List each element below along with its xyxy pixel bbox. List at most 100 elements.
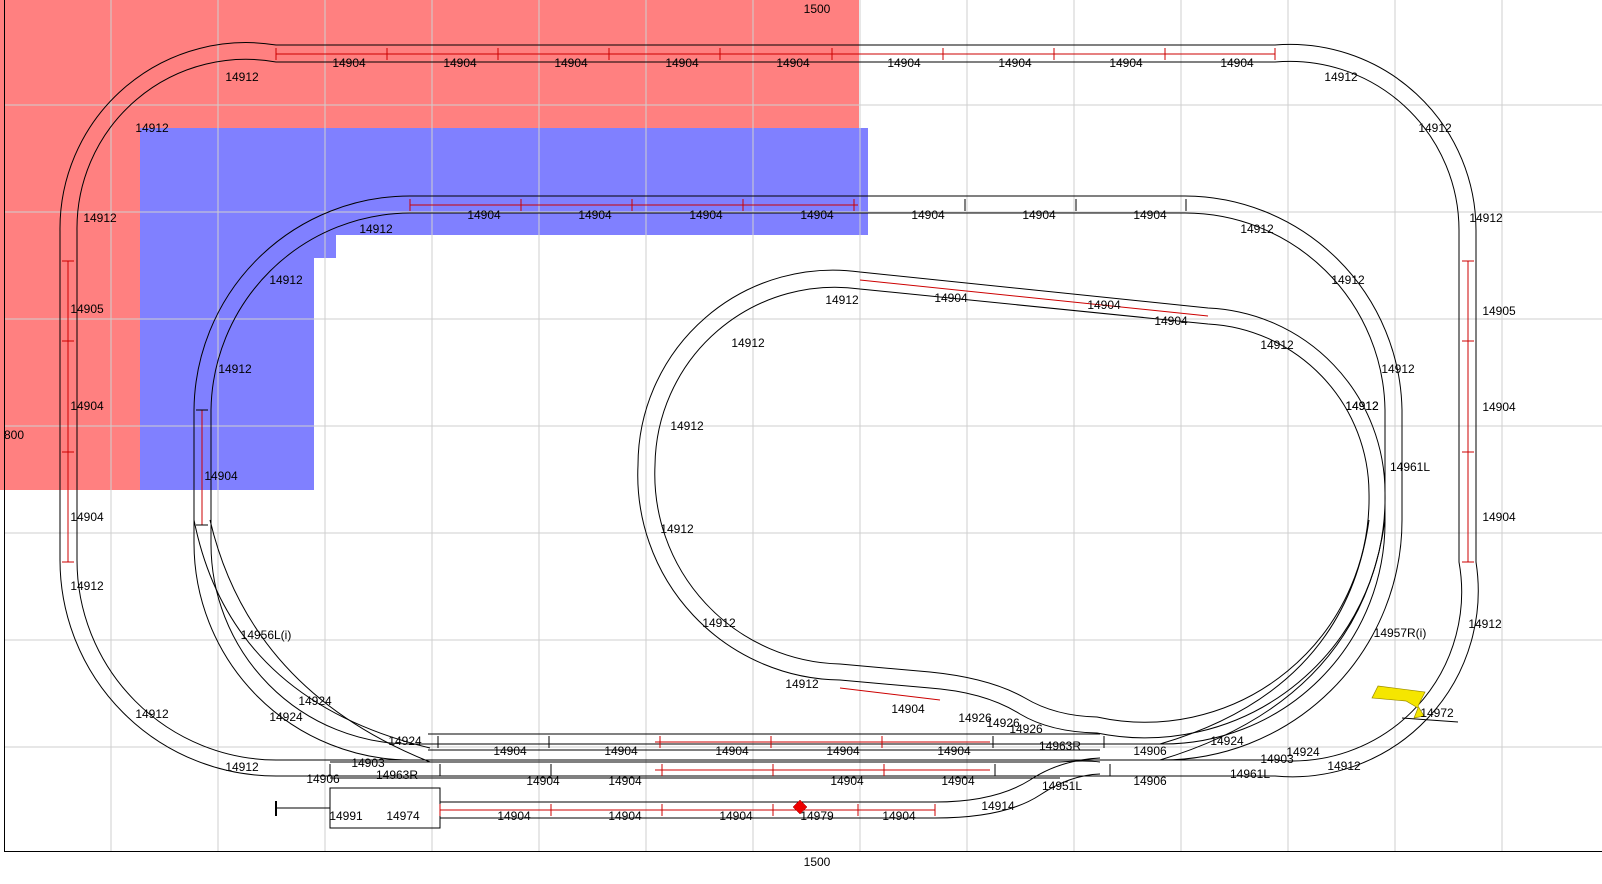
track-label: 14906 bbox=[306, 772, 340, 786]
yellow-lightning-marker[interactable] bbox=[1371, 685, 1426, 719]
height-label: 800 bbox=[4, 428, 24, 442]
track-label: 14956L(i) bbox=[241, 628, 292, 642]
track-label: 14904 bbox=[689, 208, 723, 222]
inner-loop-track[interactable] bbox=[637, 269, 1386, 739]
track-label: 14912 bbox=[785, 677, 819, 691]
track-label: 14926 bbox=[986, 716, 1020, 730]
joint-ticks bbox=[62, 48, 1474, 816]
track-label: 14904 bbox=[1022, 208, 1056, 222]
track-label: 14906 bbox=[1133, 774, 1167, 788]
track-label: 14991 bbox=[329, 809, 363, 823]
track-label: 14912 bbox=[825, 293, 859, 307]
track-label: 14904 bbox=[776, 56, 810, 70]
width-label-top: 1500 bbox=[804, 2, 831, 16]
track-label: 14912 bbox=[218, 362, 252, 376]
track-label: 14904 bbox=[719, 809, 753, 823]
track-label: 14904 bbox=[1109, 56, 1143, 70]
track-label: 14912 bbox=[702, 616, 736, 630]
track-label: 14924 bbox=[298, 694, 332, 708]
track-label: 14912 bbox=[135, 707, 169, 721]
track-label: 14912 bbox=[670, 419, 704, 433]
track-label: 14904 bbox=[493, 744, 527, 758]
track-label: 14904 bbox=[604, 744, 638, 758]
track-label: 14904 bbox=[887, 56, 921, 70]
track-label: 14904 bbox=[941, 774, 975, 788]
track-label: 14904 bbox=[882, 809, 916, 823]
track-label: 14904 bbox=[1482, 510, 1516, 524]
outer-loop-track[interactable] bbox=[59, 42, 1479, 778]
track-label: 14912 bbox=[70, 579, 104, 593]
track-label: 14903 bbox=[1260, 752, 1294, 766]
track-label: 14904 bbox=[526, 774, 560, 788]
track-label: 14904 bbox=[800, 208, 834, 222]
track-label: 14904 bbox=[467, 208, 501, 222]
track-label: 14904 bbox=[497, 809, 531, 823]
track-label: 14905 bbox=[70, 302, 104, 316]
track-label: 14912 bbox=[83, 211, 117, 225]
width-label-bottom: 1500 bbox=[804, 855, 831, 869]
red-diamond-marker[interactable] bbox=[792, 799, 808, 815]
track-label: 14906 bbox=[1133, 744, 1167, 758]
track-label: 14912 bbox=[1345, 399, 1379, 413]
track-label: 14951L bbox=[1042, 779, 1082, 793]
zone-layer bbox=[0, 0, 868, 490]
track-label: 14912 bbox=[1468, 617, 1502, 631]
track-labels: 14904 14904 14904 14904 14904 14904 1490… bbox=[70, 56, 1516, 823]
track-label: 14979 bbox=[800, 809, 834, 823]
track-label: 14904 bbox=[578, 208, 612, 222]
track-label: 14912 bbox=[1327, 759, 1361, 773]
track-label: 14904 bbox=[443, 56, 477, 70]
board-border bbox=[4, 0, 1602, 852]
blue-zone[interactable] bbox=[140, 128, 868, 490]
grid bbox=[4, 0, 1602, 851]
track-label: 14904 bbox=[608, 774, 642, 788]
track-label: 14912 bbox=[731, 336, 765, 350]
track-label: 14957R(i) bbox=[1374, 626, 1427, 640]
track-label: 14904 bbox=[1154, 314, 1188, 328]
track-label: 14912 bbox=[660, 522, 694, 536]
track-label: 14904 bbox=[1133, 208, 1167, 222]
track-label: 14912 bbox=[225, 70, 259, 84]
track-label: 14926 bbox=[1009, 722, 1043, 736]
track-label: 14912 bbox=[1324, 70, 1358, 84]
track-label: 14912 bbox=[135, 121, 169, 135]
track-label: 14912 bbox=[1260, 338, 1294, 352]
track-label: 14912 bbox=[1331, 273, 1365, 287]
track-label: 14904 bbox=[554, 56, 588, 70]
track-label: 14912 bbox=[1381, 362, 1415, 376]
track-label: 14912 bbox=[1240, 222, 1274, 236]
track-label: 14912 bbox=[1469, 211, 1503, 225]
track-label: 14912 bbox=[1418, 121, 1452, 135]
track-label: 14924 bbox=[269, 710, 303, 724]
track-label: 14924 bbox=[1286, 745, 1320, 759]
track-label: 14904 bbox=[998, 56, 1032, 70]
track-label: 14903 bbox=[351, 756, 385, 770]
track-label: 14961L bbox=[1390, 460, 1430, 474]
track-label: 14904 bbox=[332, 56, 366, 70]
track-label: 14904 bbox=[934, 291, 968, 305]
track-label: 14904 bbox=[826, 744, 860, 758]
track-label: 14912 bbox=[269, 273, 303, 287]
track-label: 14924 bbox=[1210, 734, 1244, 748]
track-label: 14963R bbox=[1039, 739, 1081, 753]
track-label: 14904 bbox=[1087, 298, 1121, 312]
yard-tracks[interactable] bbox=[193, 519, 1459, 819]
track-label: 14904 bbox=[70, 510, 104, 524]
track-label: 14905 bbox=[1482, 304, 1516, 318]
track-label: 14924 bbox=[388, 734, 422, 748]
track-label: 14912 bbox=[225, 760, 259, 774]
track-label: 14904 bbox=[911, 208, 945, 222]
track-label: 14963R bbox=[376, 768, 418, 782]
track-label: 14912 bbox=[1345, 399, 1379, 413]
track-label: 14904 bbox=[1482, 400, 1516, 414]
track-label: 14926 bbox=[958, 711, 992, 725]
track-label: 14904 bbox=[830, 774, 864, 788]
track-label: 14904 bbox=[608, 809, 642, 823]
red-zone[interactable] bbox=[0, 0, 859, 490]
track-label: 14904 bbox=[204, 469, 238, 483]
track-label: 14912 bbox=[359, 222, 393, 236]
track-label: 14961L bbox=[1230, 767, 1270, 781]
track-label: 14914 bbox=[981, 799, 1015, 813]
